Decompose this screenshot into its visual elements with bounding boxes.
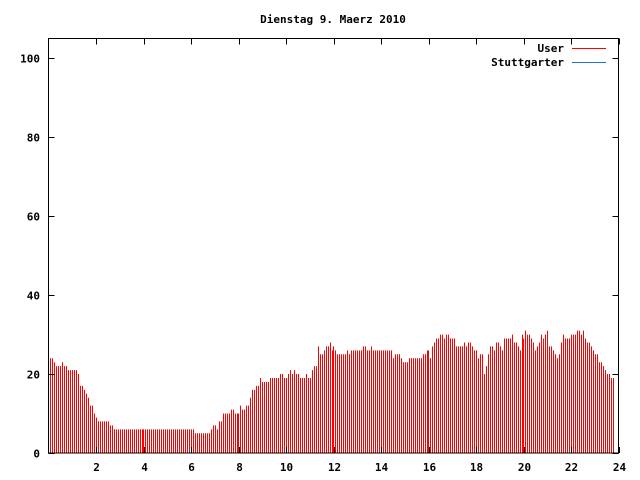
x-tick-label: 18 (470, 461, 483, 474)
y-tick-label: 20 (27, 369, 40, 382)
legend: User Stuttgarter (491, 42, 606, 69)
plot-border (48, 38, 619, 454)
x-tick-label: 10 (280, 461, 293, 474)
x-tick-label: 24 (613, 461, 627, 474)
x-tick-label: 12 (328, 461, 341, 474)
x-tick-label: 4 (141, 461, 148, 474)
x-tick-label: 16 (423, 461, 437, 474)
chart-title: Dienstag 9. Maerz 2010 (260, 13, 406, 26)
y-tick-label: 100 (20, 53, 40, 66)
x-tick-label: 22 (565, 461, 578, 474)
y-tick-label: 60 (27, 211, 40, 224)
x-tick-label: 8 (236, 461, 243, 474)
y-tick-label: 0 (33, 448, 40, 461)
x-tick-label: 20 (518, 461, 531, 474)
y-tick-label: 40 (27, 290, 40, 303)
x-tick-label: 14 (375, 461, 389, 474)
legend-label-user: User (538, 42, 565, 55)
legend-label-stuttgarter: Stuttgarter (491, 56, 564, 69)
x-tick-label: 2 (93, 461, 100, 474)
y-tick-label: 80 (27, 132, 40, 145)
bars-layer (50, 330, 614, 453)
x-tick-label: 6 (188, 461, 195, 474)
